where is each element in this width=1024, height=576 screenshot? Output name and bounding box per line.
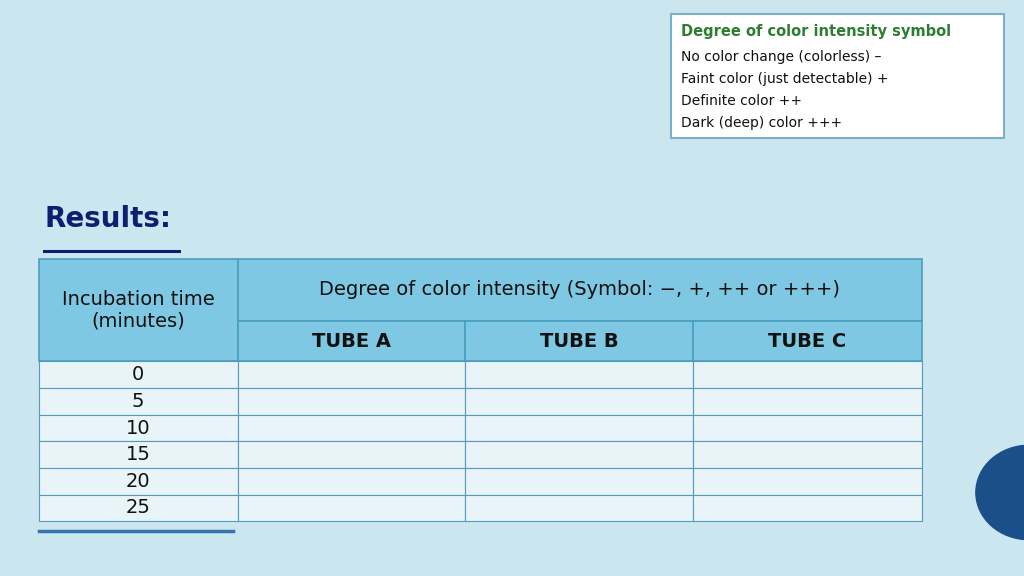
FancyBboxPatch shape	[238, 441, 465, 468]
FancyBboxPatch shape	[465, 441, 693, 468]
FancyBboxPatch shape	[465, 361, 693, 388]
FancyBboxPatch shape	[39, 388, 238, 415]
Text: Results:: Results:	[44, 205, 171, 233]
Text: TUBE C: TUBE C	[768, 332, 847, 351]
FancyBboxPatch shape	[39, 468, 238, 495]
FancyBboxPatch shape	[238, 495, 465, 521]
FancyBboxPatch shape	[693, 321, 922, 361]
FancyBboxPatch shape	[238, 259, 922, 321]
Text: Definite color ++: Definite color ++	[681, 94, 802, 108]
Text: Degree of color intensity symbol: Degree of color intensity symbol	[681, 24, 951, 39]
Text: TUBE B: TUBE B	[540, 332, 618, 351]
FancyBboxPatch shape	[39, 441, 238, 468]
FancyBboxPatch shape	[465, 415, 693, 441]
FancyBboxPatch shape	[465, 388, 693, 415]
FancyBboxPatch shape	[238, 388, 465, 415]
FancyBboxPatch shape	[693, 441, 922, 468]
Text: No color change (colorless) –: No color change (colorless) –	[681, 50, 882, 64]
Ellipse shape	[976, 445, 1024, 540]
FancyBboxPatch shape	[693, 361, 922, 388]
Text: Degree of color intensity (Symbol: −, +, ++ or +++): Degree of color intensity (Symbol: −, +,…	[319, 281, 840, 300]
FancyBboxPatch shape	[693, 468, 922, 495]
FancyBboxPatch shape	[465, 495, 693, 521]
FancyBboxPatch shape	[39, 361, 238, 388]
Text: 5: 5	[132, 392, 144, 411]
Text: 10: 10	[126, 419, 151, 438]
FancyBboxPatch shape	[39, 495, 238, 521]
Text: TUBE A: TUBE A	[312, 332, 391, 351]
Text: Faint color (just detectable) +: Faint color (just detectable) +	[681, 72, 889, 86]
FancyBboxPatch shape	[693, 388, 922, 415]
FancyBboxPatch shape	[238, 321, 465, 361]
FancyBboxPatch shape	[238, 415, 465, 441]
Text: 20: 20	[126, 472, 151, 491]
Text: 0: 0	[132, 365, 144, 384]
FancyBboxPatch shape	[465, 468, 693, 495]
Text: Incubation time
(minutes): Incubation time (minutes)	[61, 290, 215, 331]
FancyBboxPatch shape	[238, 468, 465, 495]
FancyBboxPatch shape	[465, 321, 693, 361]
Text: 25: 25	[126, 498, 151, 517]
Text: 15: 15	[126, 445, 151, 464]
FancyBboxPatch shape	[39, 415, 238, 441]
Text: Dark (deep) color +++: Dark (deep) color +++	[681, 116, 842, 130]
FancyBboxPatch shape	[671, 14, 1004, 138]
FancyBboxPatch shape	[39, 259, 238, 361]
FancyBboxPatch shape	[238, 361, 465, 388]
FancyBboxPatch shape	[693, 495, 922, 521]
FancyBboxPatch shape	[693, 415, 922, 441]
